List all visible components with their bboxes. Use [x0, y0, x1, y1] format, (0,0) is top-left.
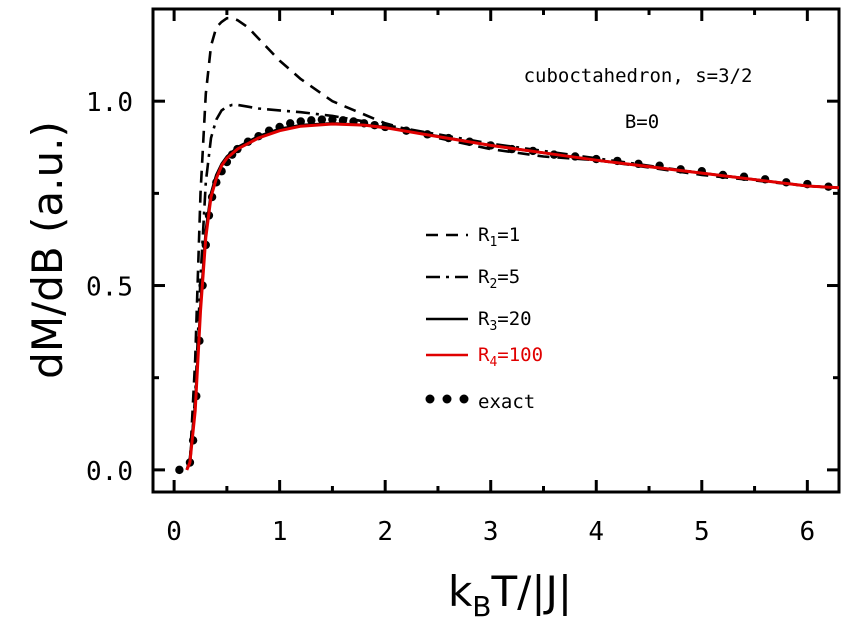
annotation-system: cuboctahedron, s=3/2 — [524, 65, 753, 87]
legend-marker-dot — [460, 395, 469, 404]
y-tick-label: 0.5 — [86, 273, 133, 303]
exact-data-point — [175, 466, 183, 474]
annotation-field: B=0 — [625, 111, 659, 133]
annotations: cuboctahedron, s=3/2 B=0 — [524, 65, 753, 133]
y-tick-label: 1.0 — [86, 88, 133, 118]
x-tick-label: 1 — [272, 517, 288, 547]
y-tick-label: 0.0 — [86, 457, 133, 487]
x-axis-title: kBT/|J| — [448, 567, 572, 622]
legend-marker-dot — [426, 395, 435, 404]
legend-marker-dot — [443, 395, 452, 404]
x-tick-label: 5 — [694, 517, 710, 547]
y-axis-title: dM/dB (a.u.) — [23, 121, 72, 379]
legend-label: R1=1 — [478, 224, 520, 250]
legend-label: R4=100 — [478, 344, 543, 370]
legend: R1=1 R2=5 R3=20 R4=100 exact — [426, 224, 544, 413]
legend-label: R3=20 — [478, 308, 532, 334]
legend-label: R2=5 — [478, 266, 520, 292]
x-tick-label: 0 — [166, 517, 182, 547]
legend-label: exact — [478, 391, 535, 413]
x-tick-label: 4 — [588, 517, 604, 547]
x-tick-label: 2 — [377, 517, 393, 547]
x-tick-label: 6 — [800, 517, 816, 547]
x-tick-label: 3 — [483, 517, 499, 547]
